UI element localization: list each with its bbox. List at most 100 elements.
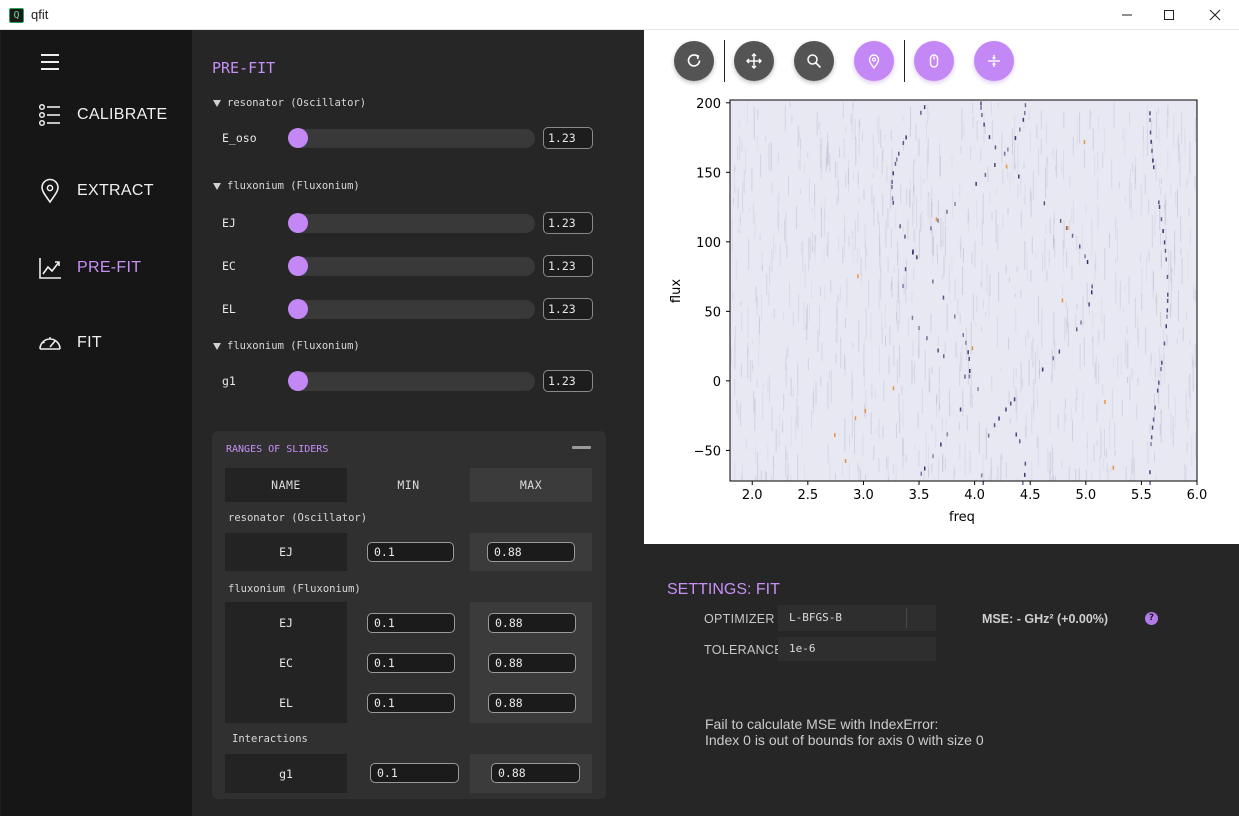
noise-streak xyxy=(1068,466,1070,481)
range-max-input[interactable]: 0.88 xyxy=(488,693,576,713)
close-button[interactable] xyxy=(1192,0,1238,30)
range-min-input[interactable]: 0.1 xyxy=(367,542,454,562)
noise-streak xyxy=(1174,244,1176,276)
noise-streak xyxy=(851,380,853,402)
noise-streak xyxy=(1114,449,1116,456)
noise-streak xyxy=(1061,461,1063,468)
noise-streak xyxy=(1122,307,1124,314)
noise-streak xyxy=(942,453,944,472)
noise-streak xyxy=(1128,275,1130,304)
noise-streak xyxy=(1176,336,1178,345)
hamburger-menu-button[interactable] xyxy=(39,52,61,72)
spectral-point xyxy=(1158,200,1160,205)
slider-knob[interactable] xyxy=(288,299,308,319)
noise-streak xyxy=(748,239,750,270)
help-icon[interactable]: ? xyxy=(1145,612,1158,625)
slider-knob[interactable] xyxy=(288,256,308,276)
noise-streak xyxy=(1020,174,1022,195)
noise-streak xyxy=(912,365,914,381)
param-value-input[interactable]: 1.23 xyxy=(543,127,593,149)
group-header-fluxonium[interactable]: fluxonium (Fluxonium) xyxy=(213,180,360,192)
range-min-input[interactable]: 0.1 xyxy=(367,613,455,633)
noise-streak xyxy=(1103,457,1105,471)
range-min-input[interactable]: 0.1 xyxy=(370,763,459,783)
sidebar-item-extract[interactable]: EXTRACT xyxy=(37,176,154,206)
list-icon xyxy=(38,103,60,127)
range-min-input[interactable]: 0.1 xyxy=(367,693,455,713)
noise-streak xyxy=(1037,437,1039,467)
slider-knob[interactable] xyxy=(288,213,308,233)
mouse-tool-button[interactable] xyxy=(914,41,954,81)
noise-streak xyxy=(1115,258,1117,264)
noise-streak xyxy=(918,329,920,359)
range-min-input[interactable]: 0.1 xyxy=(367,653,455,673)
noise-streak xyxy=(1062,240,1064,272)
noise-streak xyxy=(898,393,900,412)
noise-streak xyxy=(886,457,888,469)
maximize-button[interactable] xyxy=(1146,0,1192,30)
spectral-point xyxy=(1086,260,1089,264)
noise-streak xyxy=(912,340,914,357)
noise-streak xyxy=(738,228,740,233)
noise-streak xyxy=(820,144,822,150)
optimizer-select[interactable]: L-BFGS-B xyxy=(778,605,936,631)
noise-streak xyxy=(1014,114,1016,137)
noise-streak xyxy=(939,403,941,411)
noise-streak xyxy=(849,434,850,446)
param-value-input[interactable]: 1.23 xyxy=(543,212,593,234)
tolerance-input[interactable]: 1e-6 xyxy=(778,637,936,661)
range-max-input[interactable]: 0.88 xyxy=(491,763,580,783)
group-header-resonator[interactable]: resonator (Oscillator) xyxy=(213,97,366,109)
swap-tool-button[interactable] xyxy=(974,41,1014,81)
noise-streak xyxy=(983,111,985,144)
noise-streak xyxy=(1052,234,1054,250)
noise-streak xyxy=(1159,178,1160,188)
select-point-button[interactable] xyxy=(854,41,894,81)
slider-track[interactable] xyxy=(290,129,535,148)
noise-streak xyxy=(998,271,1000,302)
range-max-input[interactable]: 0.88 xyxy=(488,613,576,633)
range-max-input[interactable]: 0.88 xyxy=(488,653,576,673)
sidebar-item-pre-fit[interactable]: PRE-FIT xyxy=(37,253,141,283)
noise-streak xyxy=(857,177,859,190)
slider-track[interactable] xyxy=(290,214,535,233)
slider-track[interactable] xyxy=(290,372,535,391)
noise-streak xyxy=(938,386,940,412)
collapse-icon[interactable] xyxy=(572,446,591,449)
noise-streak xyxy=(1002,215,1004,229)
noise-streak xyxy=(785,211,787,245)
minimize-button[interactable] xyxy=(1104,0,1150,30)
slider-track[interactable] xyxy=(290,257,535,276)
param-value-input[interactable]: 1.23 xyxy=(543,370,593,392)
sidebar-item-fit[interactable]: FIT xyxy=(37,328,102,358)
noise-streak xyxy=(921,209,923,231)
zoom-button[interactable] xyxy=(794,41,834,81)
noise-streak xyxy=(792,387,794,397)
noise-streak xyxy=(893,267,895,273)
reset-view-button[interactable] xyxy=(674,41,714,81)
noise-streak xyxy=(896,300,898,324)
pan-button[interactable] xyxy=(734,41,774,81)
param-row-e-oso: E_oso 1.23 xyxy=(222,126,594,150)
sidebar-item-calibrate[interactable]: CALIBRATE xyxy=(37,100,167,130)
spectral-point xyxy=(905,135,907,140)
noise-streak xyxy=(985,311,987,317)
noise-streak xyxy=(1155,159,1157,181)
group-header-interactions[interactable]: fluxonium (Fluxonium) xyxy=(213,340,360,352)
x-tick-label: 2.5 xyxy=(797,488,818,503)
noise-streak xyxy=(1133,457,1135,481)
noise-streak xyxy=(843,354,845,370)
noise-streak xyxy=(826,244,828,256)
noise-streak xyxy=(970,367,972,397)
noise-streak xyxy=(969,450,971,474)
param-value-input[interactable]: 1.23 xyxy=(543,298,593,320)
slider-knob[interactable] xyxy=(288,128,308,148)
noise-streak xyxy=(1168,384,1170,409)
range-max-input[interactable]: 0.88 xyxy=(487,542,575,562)
slider-knob[interactable] xyxy=(288,371,308,391)
slider-track[interactable] xyxy=(290,300,535,319)
param-value-input[interactable]: 1.23 xyxy=(543,255,593,277)
noise-streak xyxy=(865,242,867,271)
spectrum-chart[interactable]: 2.0 2.5 3.0 3.5 4.0 4.5 5.0 5.5 6.0 200 150 100 50 0… xyxy=(644,30,1239,544)
highlight-point xyxy=(1067,226,1069,230)
